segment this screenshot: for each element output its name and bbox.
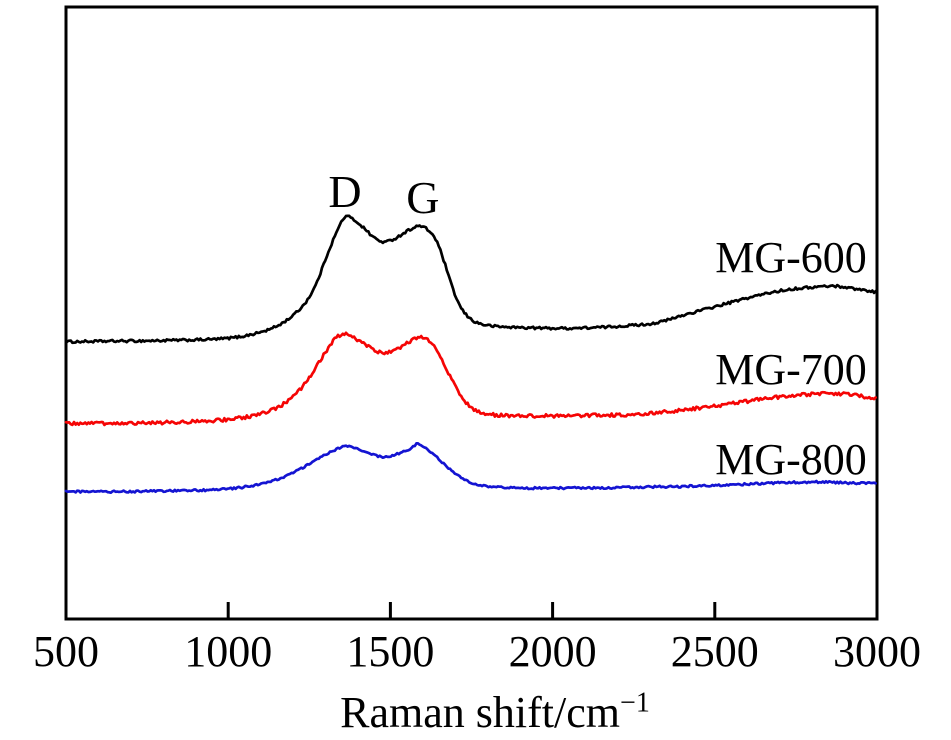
peak-label-d: D <box>328 166 361 217</box>
plot-frame <box>64 5 879 621</box>
series-label-mg-700: MG-700 <box>715 345 867 394</box>
x-tick-label: 1500 <box>346 627 434 676</box>
x-tick-label: 3000 <box>833 627 921 676</box>
series-label-mg-600: MG-600 <box>715 233 867 282</box>
peak-label-g: G <box>406 172 439 223</box>
curve-mg-700 <box>64 331 877 427</box>
x-tick-label: 500 <box>33 627 99 676</box>
x-axis-title-superscript: −1 <box>620 687 650 719</box>
x-axis-title: Raman shift/cm−1 <box>340 688 650 737</box>
curve-mg-800 <box>64 442 877 495</box>
x-tick-label: 1000 <box>184 627 272 676</box>
curve-mg-600 <box>64 214 877 345</box>
x-tick-label: 2500 <box>671 627 759 676</box>
x-tick-label: 2000 <box>509 627 597 676</box>
x-axis-title-text: Raman shift/cm <box>340 688 621 737</box>
series-label-mg-800: MG-800 <box>715 435 867 484</box>
